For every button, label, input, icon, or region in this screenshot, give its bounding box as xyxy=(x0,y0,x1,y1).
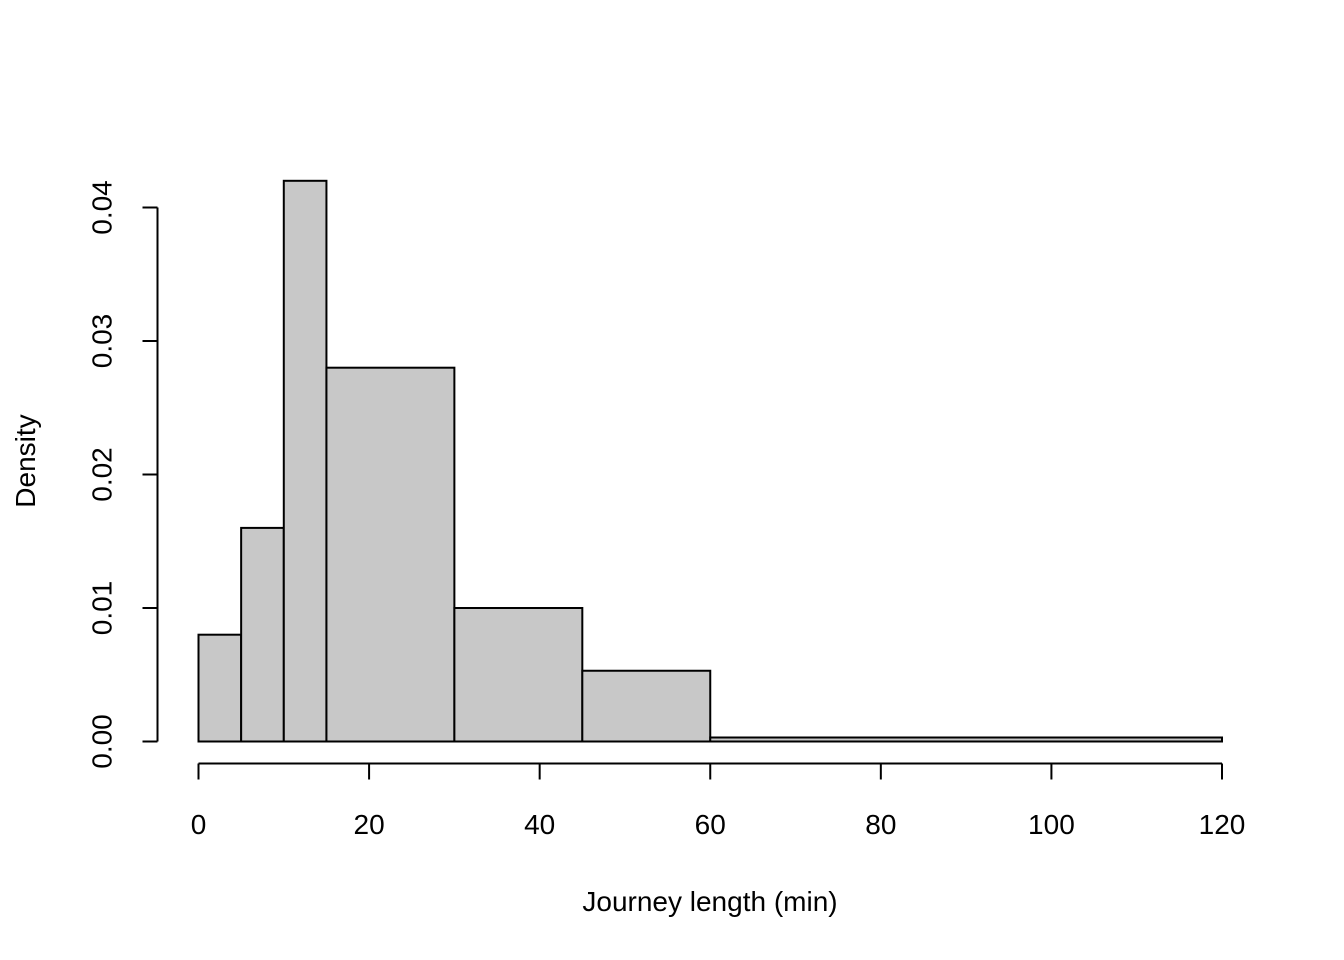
y-axis: 0.00 0.01 0.02 0.03 0.04 xyxy=(87,180,159,769)
x-tick-label: 40 xyxy=(524,809,555,840)
x-tick-label: 120 xyxy=(1199,809,1246,840)
histogram-bar-10-15 xyxy=(282,179,328,743)
histogram-bar-45-60 xyxy=(581,669,712,743)
x-tick-label: 60 xyxy=(695,809,726,840)
x-axis: 0 20 40 60 80 100 120 xyxy=(191,762,1246,840)
histogram-bar-15-30 xyxy=(325,366,456,743)
y-tick-label: 0.03 xyxy=(87,314,118,369)
x-tick-label: 80 xyxy=(865,809,896,840)
y-tick-label: 0.02 xyxy=(87,447,118,502)
y-axis-title: Density xyxy=(10,414,41,507)
x-tick-label: 20 xyxy=(354,809,385,840)
y-tick-label: 0.00 xyxy=(87,714,118,769)
x-tick-label: 0 xyxy=(191,809,207,840)
x-tick-label: 100 xyxy=(1028,809,1075,840)
y-tick-label: 0.01 xyxy=(87,581,118,636)
histogram-bar-5-10 xyxy=(240,526,285,743)
histogram-bar-30-45 xyxy=(453,607,584,743)
histogram-bar-60-120 xyxy=(709,736,1223,743)
histogram-bars xyxy=(197,179,1223,743)
histogram-bar-0-5 xyxy=(197,633,243,743)
x-axis-title: Journey length (min) xyxy=(582,886,837,917)
y-tick-label: 0.04 xyxy=(87,180,118,235)
